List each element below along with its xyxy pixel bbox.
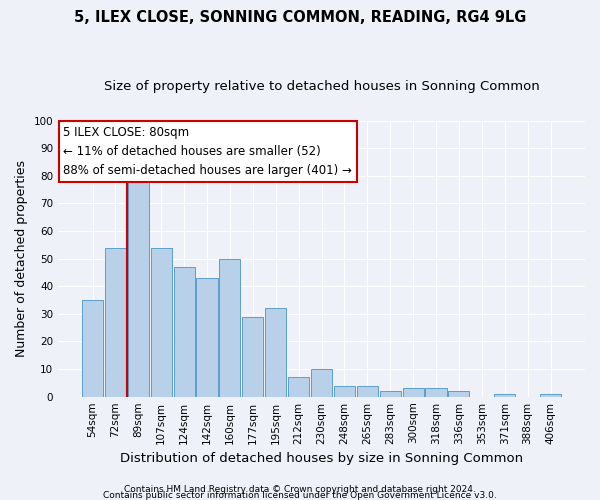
Bar (403, 388, 424, 396)
Bar (105, 248, 126, 396)
Bar (151, 248, 172, 396)
Bar (448, 391, 469, 396)
Bar (311, 369, 332, 396)
Bar (357, 386, 378, 396)
Bar (220, 258, 241, 396)
Y-axis label: Number of detached properties: Number of detached properties (15, 160, 28, 357)
Bar (82, 300, 103, 396)
Bar (265, 308, 286, 396)
Bar (494, 394, 515, 396)
Text: 5, ILEX CLOSE, SONNING COMMON, READING, RG4 9LG: 5, ILEX CLOSE, SONNING COMMON, READING, … (74, 10, 526, 25)
X-axis label: Distribution of detached houses by size in Sonning Common: Distribution of detached houses by size … (120, 452, 523, 465)
Bar (425, 388, 446, 396)
Text: Contains public sector information licensed under the Open Government Licence v3: Contains public sector information licen… (103, 491, 497, 500)
Text: 5 ILEX CLOSE: 80sqm
← 11% of detached houses are smaller (52)
88% of semi-detach: 5 ILEX CLOSE: 80sqm ← 11% of detached ho… (64, 126, 352, 177)
Bar (242, 316, 263, 396)
Bar (540, 394, 561, 396)
Bar (380, 391, 401, 396)
Text: Contains HM Land Registry data © Crown copyright and database right 2024.: Contains HM Land Registry data © Crown c… (124, 484, 476, 494)
Bar (173, 267, 194, 396)
Bar (288, 378, 309, 396)
Bar (128, 176, 149, 396)
Bar (334, 386, 355, 396)
Bar (196, 278, 218, 396)
Title: Size of property relative to detached houses in Sonning Common: Size of property relative to detached ho… (104, 80, 539, 93)
